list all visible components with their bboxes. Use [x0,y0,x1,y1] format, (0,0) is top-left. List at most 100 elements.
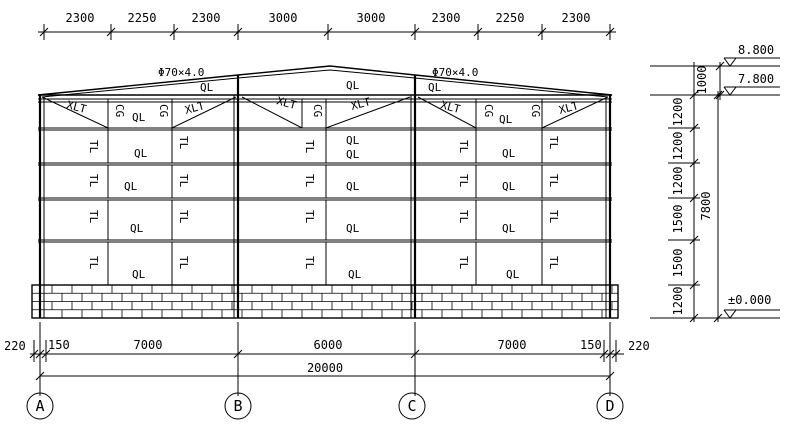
member-labels: Φ70×4.0 Φ70×4.0 QL QL QL XLT XLT XLT XLT… [65,66,580,281]
top-dimension-chain: 2300 2250 2300 3000 3000 2300 2250 2300 [38,11,616,40]
sway-brace-label-2: XLT [183,99,206,117]
roof-purlin-label-2: QL [346,79,360,92]
top-dim-2: 2250 [128,11,157,25]
tie-label-5: TL [547,136,560,150]
purlin-label-1: QL [134,147,148,160]
right-dimension-chain: 8.800 7.800 ±0.000 1000 1200 1200 1200 1… [650,43,780,323]
right-seg-tick-1 [689,90,699,100]
purlin-label-13: QL [506,268,520,281]
right-seg-tick-7 [689,313,699,323]
purlin-label-r2: QL [499,113,513,126]
right-seg-tick-4 [689,193,699,203]
right-dim-seg-6: 1200 [671,287,685,316]
right-seg-tick-3 [689,158,699,168]
tie-label-6: TL [87,174,100,188]
tie-label-19: TL [457,256,470,270]
sway-brace-label-1: XLT [65,98,88,116]
right-dim-ridge: 1000 [695,66,709,95]
purlin-label-5: QL [124,180,138,193]
elevation-top: 8.800 [738,43,774,57]
cg-label-3: CG [311,104,324,117]
roof-brace-label-right: Φ70×4.0 [432,66,478,79]
roof-purlin-label-3: QL [428,81,442,94]
ridge-tick-1 [715,61,725,71]
cg-label-1: CG [113,104,126,117]
sway-brace-label-6: XLT [557,99,580,117]
purlin-label-6: QL [346,180,360,193]
bottom-dimension-chain: 220 150 7000 6000 7000 150 220 20000 [4,322,650,396]
purlin-label-4: QL [502,147,516,160]
roof-brace-label-left: Φ70×4.0 [158,66,204,79]
tie-label-13: TL [303,210,316,224]
ridge-tick-2 [715,90,725,100]
roof-purlin-label-1: QL [200,81,214,94]
bottom-dim-right-small: 150 [580,338,602,352]
tie-label-15: TL [547,210,560,224]
tie-label-17: TL [177,256,190,270]
right-seg-tick-6 [689,280,699,290]
right-dim-seg-4: 1500 [671,205,685,234]
tie-label-20: TL [547,256,560,270]
purlin-label-8: QL [130,222,144,235]
elevation-marker-eave [723,86,737,96]
elevation-ground: ±0.000 [728,293,771,307]
right-dim-seg-3: 1200 [671,167,685,196]
top-dim-5: 3000 [357,11,386,25]
axis-label-c: C [407,397,416,415]
total-v-tick-1 [713,90,723,100]
elevation-eave: 7.800 [738,72,774,86]
top-dim-7: 2250 [496,11,525,25]
axis-bubble-d [596,392,624,420]
tie-label-2: TL [177,136,190,150]
total-v-tick-2 [713,313,723,323]
sway-brace-label-5: XLT [439,98,462,116]
purlin-label-12: QL [348,268,362,281]
cg-label-4: CG [482,104,495,117]
top-dim-6: 2300 [432,11,461,25]
axis-bubble-a [26,392,54,420]
purlin-label-9: QL [346,222,360,235]
wall-grid [38,75,612,318]
axis-label-b: B [233,397,242,415]
tie-label-9: TL [457,174,470,188]
bottom-dim-left-offset: 220 [4,339,26,353]
roof-outline [37,65,613,129]
right-dim-seg-2: 1200 [671,132,685,161]
top-dim-8: 2300 [562,11,591,25]
sway-brace-label-4: XLT [349,95,372,113]
tie-label-11: TL [87,210,100,224]
bottom-dim-span-cd: 7000 [498,338,527,352]
elevation-marker-top [723,57,737,67]
tie-label-16: TL [87,256,100,270]
purlin-label-11: QL [132,268,146,281]
right-seg-tick-2 [689,123,699,133]
right-dim-seg-1: 1200 [671,98,685,127]
tie-label-14: TL [457,210,470,224]
axis-bubble-c [398,392,426,420]
tie-label-10: TL [547,174,560,188]
cg-label-5: CG [529,104,542,117]
brick-plinth [31,284,619,319]
right-seg-tick-5 [689,235,699,245]
purlin-label-7: QL [502,180,516,193]
bottom-dim-left-small: 150 [48,338,70,352]
bottom-dim-right-offset: 220 [628,339,650,353]
tie-label-12: TL [177,210,190,224]
bottom-dim-span-bc: 6000 [314,338,343,352]
tie-label-3: TL [303,140,316,154]
right-dim-seg-5: 1500 [671,249,685,278]
top-dim-3: 2300 [192,11,221,25]
right-dim-total: 7800 [699,192,713,221]
top-dim-4: 3000 [269,11,298,25]
purlin-label-3: QL [346,148,360,161]
tie-label-4: TL [457,140,470,154]
axis-label-d: D [605,397,614,415]
sway-brace-label-3: XLT [275,94,298,112]
bottom-dim-total: 20000 [307,361,343,375]
tie-label-18: TL [303,256,316,270]
cg-label-2: CG [157,104,170,117]
tie-label-7: TL [177,174,190,188]
tie-label-8: TL [303,174,316,188]
top-dim-1: 2300 [66,11,95,25]
